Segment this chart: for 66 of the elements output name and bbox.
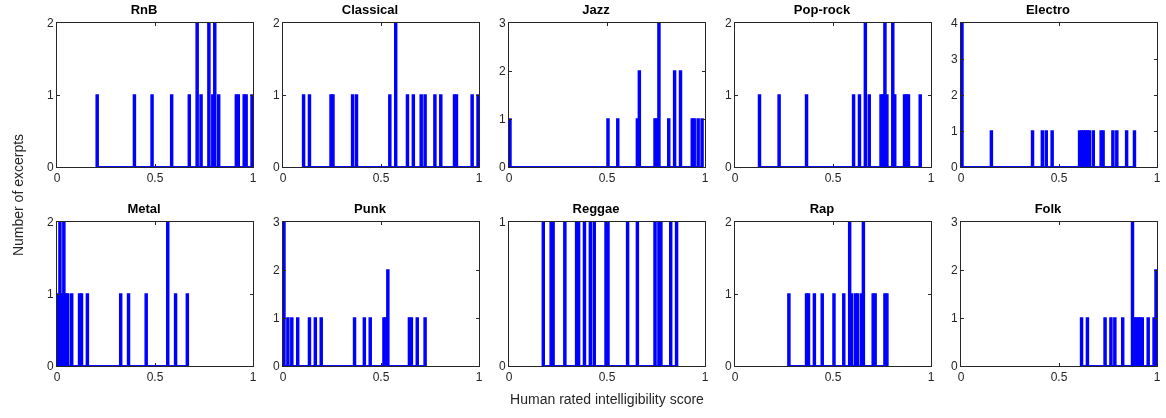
y-tick-label: 0 [272,160,280,175]
y-tick-label: 0 [950,359,958,374]
x-axis-title: Human rated intelligibility score [510,391,704,407]
x-tick-label: 1 [1153,370,1161,385]
chart-title: Punk [354,201,387,217]
x-tick-label: 1 [701,171,709,186]
y-tick-label: 1 [272,88,280,103]
y-tick-label: 3 [950,52,958,67]
chart-title: Jazz [582,2,611,18]
x-tick-label: 0.5 [146,171,164,186]
y-tick-label: 1 [498,112,506,127]
x-tick-label: 0.5 [824,171,842,186]
y-tick-label: 0 [272,359,280,374]
x-tick-label: 1 [927,171,935,186]
x-tick-label: 1 [701,370,709,385]
y-tick-label: 1 [950,311,958,326]
chart-title: Metal [127,201,161,217]
y-tick-label: 4 [950,16,958,31]
x-tick-label: 0.5 [146,370,164,385]
x-tick-label: 1 [475,171,483,186]
x-tick-label: 1 [475,370,483,385]
x-tick-label: 0.5 [598,370,616,385]
y-tick-label: 2 [272,263,280,278]
x-tick-label: 1 [1153,171,1161,186]
x-tick-label: 1 [249,171,257,186]
y-tick-label: 2 [46,215,54,230]
y-tick-label: 2 [46,16,54,31]
y-tick-label: 0 [498,359,506,374]
x-tick-label: 0.5 [1050,370,1068,385]
y-tick-label: 1 [724,88,732,103]
y-tick-label: 0 [950,160,958,175]
y-tick-label: 0 [498,160,506,175]
x-tick-label: 0.5 [824,370,842,385]
x-tick-label: 1 [249,370,257,385]
y-tick-label: 3 [272,215,280,230]
x-tick-label: 0.5 [598,171,616,186]
y-tick-label: 3 [950,215,958,230]
y-tick-label: 0 [724,359,732,374]
chart-title: RnB [130,2,158,18]
y-tick-label: 0 [46,160,54,175]
y-tick-label: 1 [46,287,54,302]
chart-title: Reggae [572,201,620,217]
y-tick-label: 2 [724,215,732,230]
chart-title: Pop-rock [793,2,851,18]
y-tick-label: 0 [724,160,732,175]
y-tick-label: 2 [950,263,958,278]
x-tick-label: 0.5 [372,171,390,186]
y-tick-label: 1 [724,287,732,302]
y-tick-label: 2 [724,16,732,31]
chart-title: Rap [809,201,835,217]
chart-title: Classical [341,2,399,18]
y-tick-label: 1 [46,88,54,103]
x-tick-label: 0.5 [372,370,390,385]
x-tick-label: 0.5 [1050,171,1068,186]
chart-title: Electro [1025,2,1071,18]
y-tick-label: 0 [46,359,54,374]
y-tick-label: 2 [498,64,506,79]
y-tick-label: 1 [498,215,506,230]
x-tick-label: 1 [927,370,935,385]
y-tick-label: 2 [950,88,958,103]
y-axis-title: Number of excerpts [10,133,26,257]
y-tick-label: 3 [498,16,506,31]
chart-title: Folk [1034,201,1063,217]
y-tick-label: 2 [272,16,280,31]
y-tick-label: 1 [950,124,958,139]
y-tick-label: 1 [272,311,280,326]
